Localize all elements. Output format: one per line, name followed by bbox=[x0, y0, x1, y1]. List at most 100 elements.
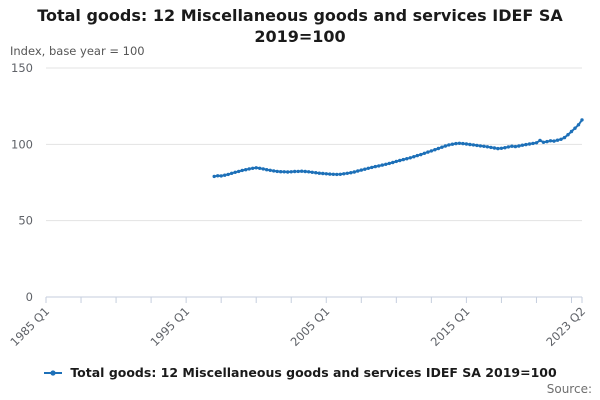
series-point[interactable] bbox=[538, 138, 542, 143]
series-point[interactable] bbox=[317, 171, 321, 175]
series-point[interactable] bbox=[485, 145, 490, 149]
series-point[interactable] bbox=[265, 168, 269, 172]
series-point[interactable] bbox=[345, 171, 349, 175]
series-point[interactable] bbox=[338, 172, 342, 176]
series-point[interactable] bbox=[387, 161, 391, 166]
series-point[interactable] bbox=[349, 171, 353, 175]
series-point[interactable] bbox=[545, 139, 549, 144]
series-point[interactable] bbox=[450, 142, 455, 146]
series-point[interactable] bbox=[510, 144, 514, 148]
series[interactable] bbox=[212, 118, 584, 179]
series-point[interactable] bbox=[503, 146, 507, 150]
series-point[interactable] bbox=[380, 163, 384, 167]
series-point[interactable] bbox=[212, 174, 216, 179]
series-point[interactable] bbox=[230, 171, 234, 175]
series-point[interactable] bbox=[244, 168, 248, 172]
series-point[interactable] bbox=[254, 166, 258, 170]
series-point[interactable] bbox=[363, 167, 367, 171]
series-point[interactable] bbox=[566, 133, 570, 137]
series-point[interactable] bbox=[492, 146, 497, 150]
series-point[interactable] bbox=[506, 145, 511, 149]
series-point[interactable] bbox=[527, 142, 532, 146]
series-point[interactable] bbox=[268, 168, 272, 172]
series-point[interactable] bbox=[489, 145, 493, 150]
series-point[interactable] bbox=[576, 123, 581, 127]
series-point[interactable] bbox=[475, 143, 479, 148]
series-point[interactable] bbox=[331, 172, 335, 176]
series-point[interactable] bbox=[335, 172, 339, 177]
series-point[interactable] bbox=[440, 145, 444, 149]
series-point[interactable] bbox=[398, 158, 402, 163]
series-point[interactable] bbox=[373, 164, 377, 169]
series-point[interactable] bbox=[555, 138, 560, 142]
series-point[interactable] bbox=[307, 170, 311, 174]
series-line[interactable] bbox=[214, 119, 583, 178]
series-point[interactable] bbox=[251, 166, 255, 170]
series-point[interactable] bbox=[433, 148, 437, 152]
series-point[interactable] bbox=[296, 169, 300, 174]
series-point[interactable] bbox=[352, 170, 356, 174]
series-point[interactable] bbox=[520, 143, 525, 147]
series-point[interactable] bbox=[471, 143, 476, 147]
series-point[interactable] bbox=[216, 174, 220, 178]
series-point[interactable] bbox=[426, 150, 430, 154]
series-point[interactable] bbox=[401, 157, 405, 162]
series-point[interactable] bbox=[429, 149, 434, 153]
series-point[interactable] bbox=[559, 137, 563, 141]
series-point[interactable] bbox=[412, 155, 416, 159]
series-point[interactable] bbox=[272, 169, 276, 173]
series-point[interactable] bbox=[461, 141, 465, 146]
series-point[interactable] bbox=[580, 118, 584, 122]
series-point[interactable] bbox=[261, 167, 265, 171]
series-point[interactable] bbox=[496, 146, 500, 151]
series-point[interactable] bbox=[436, 146, 441, 151]
series-point[interactable] bbox=[289, 170, 293, 174]
legend[interactable]: Total goods: 12 Miscellaneous goods and … bbox=[0, 365, 600, 380]
series-point[interactable] bbox=[328, 172, 332, 176]
series-point[interactable] bbox=[226, 172, 230, 177]
series-point[interactable] bbox=[293, 169, 297, 174]
series-point[interactable] bbox=[531, 141, 535, 146]
series-point[interactable] bbox=[408, 156, 412, 160]
series-point[interactable] bbox=[310, 170, 314, 174]
series-point[interactable] bbox=[247, 167, 251, 171]
series-point[interactable] bbox=[303, 169, 307, 174]
series-point[interactable] bbox=[342, 172, 346, 176]
series-point[interactable] bbox=[394, 159, 398, 164]
series-point[interactable] bbox=[443, 144, 448, 148]
series-point[interactable] bbox=[324, 172, 328, 176]
series-point[interactable] bbox=[300, 169, 304, 173]
series-point[interactable] bbox=[233, 170, 237, 174]
series-point[interactable] bbox=[258, 166, 262, 170]
series-point[interactable] bbox=[366, 166, 370, 170]
series-point[interactable] bbox=[321, 171, 325, 176]
series-point[interactable] bbox=[422, 151, 427, 155]
series-point[interactable] bbox=[524, 142, 528, 147]
series-point[interactable] bbox=[219, 174, 223, 178]
series-point[interactable] bbox=[282, 170, 286, 174]
series-point[interactable] bbox=[468, 142, 472, 147]
series-point[interactable] bbox=[562, 135, 567, 140]
series-point[interactable] bbox=[405, 157, 409, 161]
series-point[interactable] bbox=[419, 152, 423, 157]
series-point[interactable] bbox=[447, 143, 451, 147]
series-point[interactable] bbox=[541, 140, 546, 144]
series-point[interactable] bbox=[356, 169, 360, 173]
series-point[interactable] bbox=[534, 141, 539, 145]
series-point[interactable] bbox=[454, 141, 458, 146]
series-point[interactable] bbox=[517, 144, 521, 148]
series-point[interactable] bbox=[478, 144, 483, 148]
series-point[interactable] bbox=[391, 160, 395, 165]
series-point[interactable] bbox=[286, 170, 290, 174]
series-point[interactable] bbox=[552, 139, 556, 143]
series-point[interactable] bbox=[513, 144, 518, 149]
series-point[interactable] bbox=[457, 141, 462, 145]
series-point[interactable] bbox=[223, 173, 227, 177]
series-point[interactable] bbox=[359, 168, 363, 172]
series-point[interactable] bbox=[464, 142, 469, 146]
series-point[interactable] bbox=[548, 139, 553, 143]
series-point[interactable] bbox=[415, 153, 419, 158]
series-point[interactable] bbox=[573, 126, 577, 130]
series-point[interactable] bbox=[569, 129, 574, 134]
series-point[interactable] bbox=[275, 169, 279, 174]
